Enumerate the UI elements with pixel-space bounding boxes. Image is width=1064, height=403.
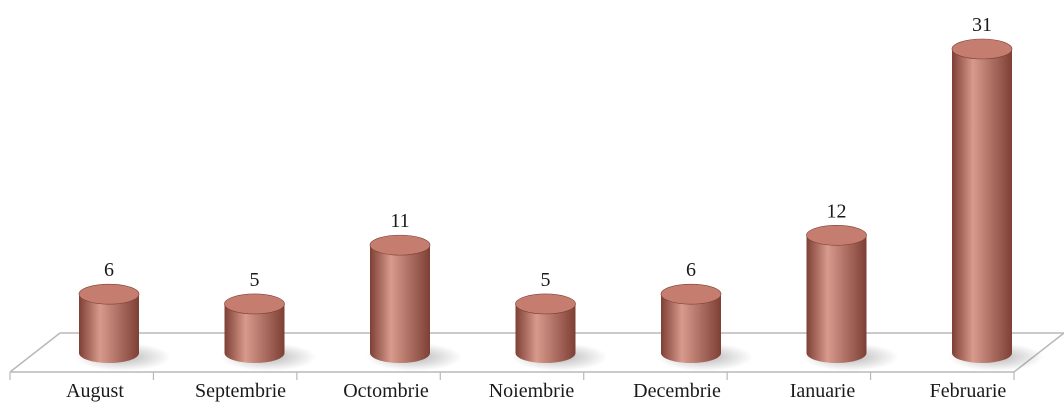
bar-februarie (948, 38, 1044, 371)
floor-left-edge (9, 332, 61, 373)
bar-body (515, 303, 576, 363)
bar-noiembrie (511, 293, 608, 371)
bar-august (75, 283, 171, 371)
bar-octombrie (366, 234, 462, 371)
bar-top-cap (806, 225, 867, 246)
x-tick-label: Ianuarie (790, 380, 856, 402)
data-label: 12 (827, 200, 847, 222)
bars-layer (75, 38, 1044, 371)
x-tick-label: Noiembrie (489, 380, 575, 402)
data-label: 31 (972, 14, 992, 36)
bar-body (952, 49, 1012, 363)
bar-top-cap (660, 283, 722, 305)
floor-category-ticks (9, 372, 1015, 380)
bar-septembrie (220, 293, 317, 371)
bar-body (224, 303, 285, 363)
bar-body (370, 245, 430, 363)
x-tick-label: August (66, 380, 124, 402)
bar-body (79, 294, 139, 363)
data-label: 5 (250, 269, 260, 291)
bar-top-cap (369, 234, 431, 256)
data-label: 6 (104, 259, 114, 281)
bar-decembrie (657, 283, 753, 371)
bar-top-cap (224, 293, 285, 315)
data-label: 6 (686, 259, 696, 281)
bar-body (806, 235, 867, 363)
bar-body (661, 294, 721, 363)
bar-top-cap (78, 283, 140, 305)
x-tick-label: Februarie (930, 380, 1007, 402)
value-labels-layer: 6 5 11 5 6 12 31 (104, 14, 992, 291)
data-label: 5 (541, 269, 551, 291)
bar-ianuarie (802, 225, 899, 371)
category-labels-layer: August Septembrie Octombrie Noiembrie Decemb… (66, 380, 1006, 402)
x-tick-label: Septembrie (195, 380, 286, 402)
x-tick-label: Octombrie (343, 380, 429, 402)
x-tick-label: Decembrie (633, 380, 721, 402)
bar-top-cap (515, 293, 576, 315)
data-label: 11 (390, 210, 409, 232)
bar-top-cap (951, 38, 1013, 60)
